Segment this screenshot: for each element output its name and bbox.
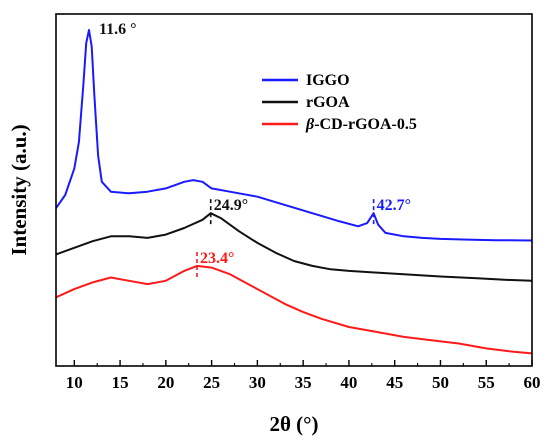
x-tick-label-35: 35 [295,373,312,392]
plot-lines [55,29,533,355]
legend-label-2: rGOA [306,94,350,111]
legend: IGGO rGOA β-CD-rGOA-0.5 [262,72,417,133]
peak-label-2: 24.9° [214,197,248,214]
x-tick-label-20: 20 [157,373,174,392]
y-axis-title: Intensity (a.u.) [7,124,31,255]
peak-label-3: 42.7° [377,197,411,214]
series-line-1 [55,29,533,242]
x-axis-ticks [73,360,533,366]
x-tick-label-25: 25 [203,373,220,392]
plot-frame [55,13,533,367]
peak-label-4: 23.4° [200,250,234,267]
series-line-2 [55,212,533,282]
x-tick-label-15: 15 [112,373,129,392]
x-axis-title: 2θ (°) [269,412,318,436]
x-tick-label-30: 30 [249,373,266,392]
x-tick-label-60: 60 [524,373,541,392]
x-tick-label-10: 10 [66,373,83,392]
series-line-3 [55,264,533,355]
annotation-layer: 11.6 ° 24.9° 42.7° 23.4° [99,21,411,280]
x-tick-label-55: 55 [478,373,495,392]
x-axis-tick-labels: 10 15 20 25 30 35 40 45 50 55 60 [66,373,541,392]
x-tick-label-50: 50 [432,373,449,392]
peak-label-1: 11.6 ° [99,21,137,38]
x-tick-label-45: 45 [386,373,403,392]
legend-label-1: IGGO [306,72,350,89]
legend-label-3: β-CD-rGOA-0.5 [305,116,417,133]
x-tick-label-40: 40 [340,373,357,392]
